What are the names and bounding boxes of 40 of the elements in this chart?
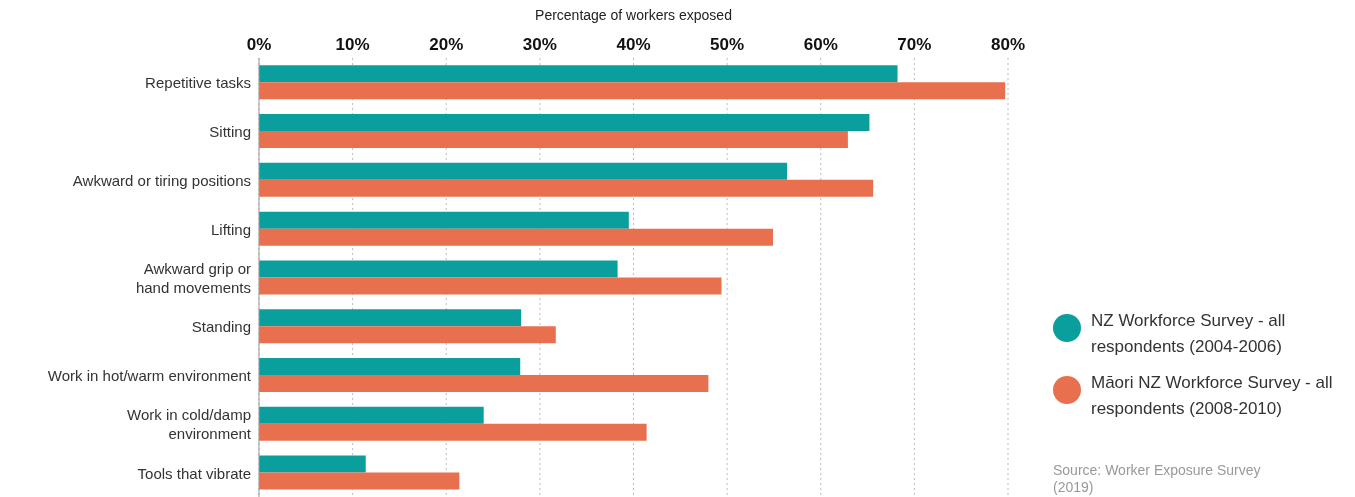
y-tick-label: Work in cold/damp environment: [127, 405, 252, 442]
x-tick-label: 10%: [335, 35, 370, 54]
y-tick-label: Repetitive tasks: [145, 73, 251, 91]
bar: [259, 162, 788, 180]
legend-label: Māori NZ Workforce Survey - all respondents (2008-2010): [1091, 372, 1334, 420]
x-tick-label: 20%: [429, 35, 464, 54]
source-note: Source: Worker Exposure Survey (2019): [1053, 462, 1262, 496]
bar: [259, 228, 773, 246]
x-tick-label: 60%: [803, 35, 838, 54]
bar: [259, 326, 556, 344]
y-tick-label: Awkward or tiring positions: [72, 171, 251, 189]
x-axis-title: Percentage of workers exposed: [535, 6, 732, 23]
x-tick-label: 50%: [710, 35, 745, 54]
y-tick-label: Awkward grip or hand movements: [135, 259, 251, 296]
bar: [259, 374, 709, 392]
y-tick-label: Standing: [191, 317, 251, 335]
bar: [259, 472, 460, 490]
bar: [259, 131, 848, 149]
x-tick-label: 80%: [990, 35, 1026, 54]
bar: [259, 277, 722, 295]
x-tick-label: 0%: [246, 35, 272, 54]
y-tick-label: Tools that vibrate: [137, 464, 251, 482]
bar: [259, 179, 874, 197]
y-tick-label: Lifting: [210, 220, 251, 238]
bar: [259, 114, 870, 132]
y-tick-label: Work in hot/warm environment: [47, 366, 252, 384]
x-tick-label: 70%: [897, 35, 932, 54]
legend-label: NZ Workforce Survey - all respondents (2004-2006): [1091, 310, 1287, 358]
x-tick-label: 30%: [522, 35, 557, 54]
bar: [259, 357, 521, 375]
y-tick-label: Sitting: [209, 122, 251, 140]
bar: [259, 82, 1006, 100]
bar: [259, 309, 522, 327]
bar: [259, 406, 484, 424]
x-tick-label: 40%: [616, 35, 651, 54]
bar: [259, 65, 898, 83]
bar: [259, 455, 366, 473]
bar: [259, 260, 618, 278]
bar: [259, 423, 647, 441]
bar: [259, 211, 629, 229]
